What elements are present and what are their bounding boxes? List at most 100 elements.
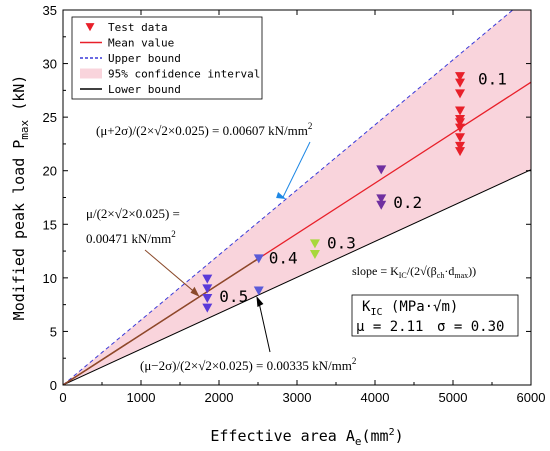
data-point-0-3 [309,250,320,260]
annotation-upper-arrow [282,141,311,198]
data-point-0-1 [455,89,466,99]
legend-label: 95% confidence interval [108,68,260,81]
annotation-slope-rest: /(2√(β [407,264,437,278]
legend-label: Test data [108,21,168,34]
info-k: K [362,299,371,315]
annotation-slope-formula: slope = KIC/(2√(βch·dmax)) [352,264,476,280]
y-tick-label: 25 [43,110,57,125]
x-tick-label: 3000 [283,390,312,405]
data-point-0-5 [202,293,213,303]
annotation-lower-bound: (μ−2σ)/(2×√2×0.025) = 0.00335 kN/mm2 [140,356,356,373]
info-box-line1: KIC (MPa·√m) [362,299,458,318]
annotation-mean-text: 0.00471 kN/mm [86,231,171,246]
annotation-lower-arrowhead [256,295,264,307]
x-axis-label-unit-close: ) [395,427,404,445]
y-axis-label-unit: (kN) [10,75,28,120]
x-tick-label: 4000 [361,390,390,405]
legend-box [71,16,263,100]
annotation-slope-rest3: )) [468,264,476,278]
data-point-0-3 [309,239,320,249]
annotation-lower-text: (μ−2σ)/(2×√2×0.025) = 0.00335 kN/mm [140,358,352,373]
annotation-slope-sub: IC [399,271,407,280]
data-point-0-4 [253,286,264,296]
legend: Test data Mean value Upper bound 95% confid… [71,16,263,100]
annotation-slope-sub2: ch [437,271,445,280]
data-point-0-5 [202,284,213,294]
data-point-0-1 [455,78,466,88]
data-point-0-1 [455,115,466,125]
annotation-upper-text: (μ+2σ)/(2×√2×0.025) = 0.00607 kN/mm [96,123,308,138]
x-axis-label-text: Effective area A [210,427,355,445]
y-tick-label: 10 [43,271,57,286]
legend-marker-test-data [85,23,95,32]
annotation-mean-sup: 2 [171,229,176,239]
info-box-frame [351,294,519,337]
info-unit: (MPa·√m) [382,299,458,315]
y-tick-label: 30 [43,57,57,72]
y-tick-label: 5 [50,324,57,339]
data-point-0-4 [253,254,264,264]
annotation-upper-arrowhead [276,191,287,199]
data-point-0-5 [202,303,213,313]
y-tick-label: 35 [43,3,57,18]
x-tick-label: 0 [59,390,66,405]
annotations-layer: (μ+2σ)/(2×√2×0.025) = 0.00607 kN/mm2μ/(2… [86,121,476,373]
y-tick-label: 15 [43,217,57,232]
group-label-0-2: 0.2 [393,193,422,212]
annotation-mean-line1: μ/(2×√2×0.025) = [86,206,180,221]
x-axis-label-sub: e [355,435,362,448]
data-point-0-1 [455,133,466,143]
annotation-mean-arrowhead [190,286,200,297]
data-point-0-1 [455,147,466,157]
annotation-slope-text: slope = K [352,264,399,278]
group-label-0-5: 0.5 [219,287,248,306]
x-tick-label: 6000 [517,390,546,405]
x-axis-label-unit: (mm [361,427,388,445]
group-label-0-4: 0.4 [269,249,298,268]
legend-label: Upper bound [108,52,181,65]
group-labels-layer: 0.1 0.2 0.3 0.4 0.5 [219,70,507,306]
legend-label: Lower bound [108,83,181,96]
info-k-sub: IC [370,307,382,318]
annotation-mean-line2: 0.00471 kN/mm2 [86,229,176,246]
annotation-lower-arrow [257,299,271,353]
confidence-band [63,10,531,385]
group-label-0-1: 0.1 [478,70,507,89]
data-points-layer [202,72,466,313]
y-axis-label-sub: max [18,119,31,139]
group-label-0-3: 0.3 [327,234,356,253]
data-point-0-2 [376,194,387,204]
y-tick-label: 20 [43,164,57,179]
y-tick-label: 0 [50,378,57,393]
mean-value-segment [63,258,259,385]
data-point-0-1 [455,141,466,151]
upper-bound-line [63,10,514,385]
data-point-0-1 [455,106,466,116]
data-point-0-1 [455,123,466,133]
bound-lines-layer [63,10,531,385]
annotation-slope-sub3: max [454,271,468,280]
x-tick-label: 1000 [127,390,156,405]
y-axis-label-text: Modified peak load P [10,140,28,321]
annotation-upper-bound: (μ+2σ)/(2×√2×0.025) = 0.00607 kN/mm2 [96,121,312,138]
info-box: KIC (MPa·√m)μ = 2.11 σ = 0.30 [351,294,519,337]
annotation-upper-sup: 2 [308,121,313,131]
data-point-0-2 [376,165,387,175]
annotation-lower-sup: 2 [352,356,357,366]
legend-fill-swatch [80,68,102,79]
x-tick-label: 2000 [205,390,234,405]
legend-label: Mean value [108,37,174,50]
x-axis-label: Effective area Ae(mm2) [210,427,403,448]
data-point-0-1 [455,72,466,82]
lower-bound-line [63,169,531,385]
y-axis-label: Modified peak load Pmax (kN) [10,75,31,321]
info-box-sigma: σ = 0.30 [437,319,504,335]
axes-layer: 0 1000 2000 3000 4000 5000 6000 0 5 10 15 20 25 30 35 E… [10,3,545,448]
x-axis-label-unit-sup: 2 [389,427,395,438]
confidence-band-layer [63,10,531,385]
x-tick-label: 5000 [439,390,468,405]
annotation-mean-arrow [144,249,197,295]
info-box-mu: μ = 2.11 [356,319,423,335]
data-point-0-2 [376,200,387,210]
